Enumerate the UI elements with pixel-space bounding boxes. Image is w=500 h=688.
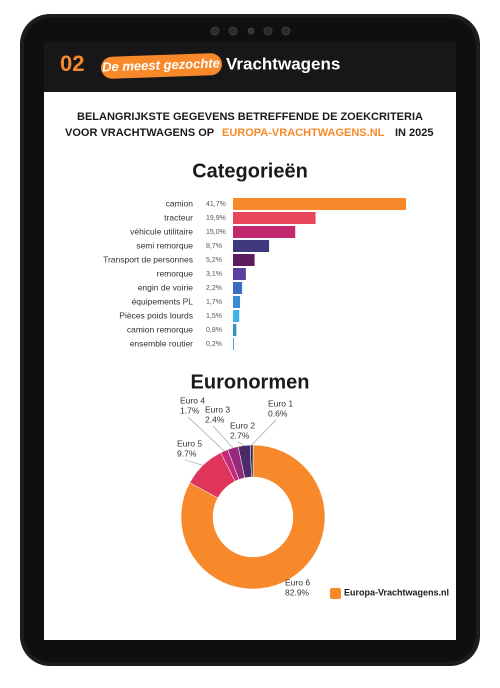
slice-value: 9.7% [177,448,197,458]
slice-name: Euro 1 [268,398,293,408]
category-label: tracteur [164,212,193,222]
slice-value: 2.4% [205,414,225,424]
leader-line [251,419,277,446]
bar [233,268,246,280]
leader-line [237,441,245,446]
category-label: camion remorque [127,324,193,334]
slice-value: 1.7% [180,405,200,415]
logo-icon [330,588,341,599]
subtitle: BELANGRIJKSTE GEGEVENS BETREFFENDE DE ZO… [77,111,423,123]
donut-slice [250,444,254,478]
value-label: 19,9% [206,215,226,222]
bar [233,212,316,224]
bar [233,296,241,308]
bar [233,282,243,294]
leader-line [212,425,234,449]
subtitle: VOOR VRACHTWAGENS OP [65,127,214,139]
value-label: 3,1% [206,271,222,278]
value-label: 0,8% [206,327,222,334]
category-label: semi remorque [136,240,193,250]
value-label: 1,5% [206,313,222,320]
category-label: équipements PL [132,296,194,306]
bar [233,338,234,350]
slice-name: Euro 4 [180,395,205,405]
screen [44,42,456,640]
value-label: 15,0% [206,229,226,236]
bar [233,310,240,322]
subtitle-site: EUROPA-VRACHTWAGENS.NL [222,127,385,139]
bar [233,240,270,252]
value-label: 0,2% [206,341,222,348]
value-label: 2,2% [206,285,222,292]
category-label: Pièces poids lourds [119,310,193,320]
category-label: ensemble routier [130,338,193,348]
category-label: engin de voirie [138,282,194,292]
header-title: Vrachtwagens [226,54,340,73]
bar [233,198,406,210]
slice-value: 2.7% [230,430,250,440]
bar [233,254,255,266]
logo-name: Europa-Vrachtwagens.nl [344,587,449,597]
category-label: remorque [157,268,194,278]
camera [210,26,291,36]
category-label: Transport de personnes [103,254,193,264]
header-pill [101,53,222,79]
slice-name: Euro 3 [205,404,230,414]
slice-value: 0.6% [268,408,288,418]
chart-title: Categorieën [192,160,308,182]
category-label: camion [166,198,194,208]
header-highlight: De meest gezochte [102,55,220,74]
value-label: 41,7% [206,201,226,208]
header-number: 02 [60,51,84,76]
slice-name: Euro 6 [285,577,310,587]
bar [233,324,237,336]
subtitle: IN 2025 [395,127,434,139]
category-label: véhicule utilitaire [130,226,193,236]
slice-value: 82.9% [285,587,310,597]
value-label: 8,7% [206,243,222,250]
value-label: 5,2% [206,257,222,264]
chart-title: Euronormen [191,371,310,393]
donut-slice [180,444,326,590]
value-label: 1,7% [206,299,222,306]
slice-name: Euro 5 [177,438,202,448]
leader-line [187,416,225,452]
bar [233,226,296,238]
slice-name: Euro 2 [230,420,255,430]
leader-line [184,459,203,466]
